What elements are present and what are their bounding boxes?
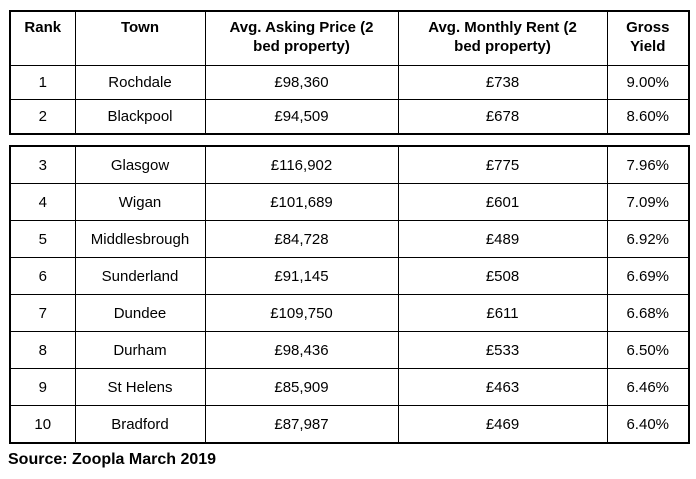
asking-price-cell: £85,909 [204, 368, 399, 406]
asking-price-cell: £94,509 [204, 99, 399, 135]
gross-yield-cell: 6.50% [606, 331, 690, 369]
table-row: 8 Durham £98,436 £533 6.50% [9, 331, 690, 369]
yield-table-header-section: Rank Town Avg. Asking Price (2 bed prope… [9, 10, 690, 135]
asking-price-cell: £116,902 [204, 145, 399, 184]
rank-cell: 9 [9, 368, 76, 406]
monthly-rent-cell: £463 [397, 368, 608, 406]
gross-yield-cell: 6.92% [606, 220, 690, 258]
town-cell: Blackpool [74, 99, 206, 135]
header-rank: Rank [9, 10, 76, 66]
gross-yield-cell: 8.60% [606, 99, 690, 135]
page: Rank Town Avg. Asking Price (2 bed prope… [8, 10, 690, 468]
gross-yield-cell: 9.00% [606, 65, 690, 100]
monthly-rent-cell: £678 [397, 99, 608, 135]
yield-table-lower-section: 3 Glasgow £116,902 £775 7.96% 4 Wigan £101,689 £… [9, 145, 690, 444]
gross-yield-cell: 7.09% [606, 183, 690, 221]
header-row: Rank Town Avg. Asking Price (2 bed prope… [9, 10, 690, 66]
header-asking-price: Avg. Asking Price (2 bed property) [204, 10, 399, 66]
town-cell: Wigan [74, 183, 206, 221]
monthly-rent-cell: £775 [397, 145, 608, 184]
gross-yield-cell: 6.68% [606, 294, 690, 332]
asking-price-cell: £98,360 [204, 65, 399, 100]
table-row: 9 St Helens £85,909 £463 6.46% [9, 368, 690, 406]
rank-cell: 2 [9, 99, 76, 135]
monthly-rent-cell: £508 [397, 257, 608, 295]
rank-cell: 10 [9, 405, 76, 444]
table-row: 3 Glasgow £116,902 £775 7.96% [9, 145, 690, 184]
town-cell: St Helens [74, 368, 206, 406]
table-row: 10 Bradford £87,987 £469 6.40% [9, 405, 690, 444]
table-row: 7 Dundee £109,750 £611 6.68% [9, 294, 690, 332]
header-monthly-rent: Avg. Monthly Rent (2 bed property) [397, 10, 608, 66]
table-row: 4 Wigan £101,689 £601 7.09% [9, 183, 690, 221]
table-row: 6 Sunderland £91,145 £508 6.69% [9, 257, 690, 295]
town-cell: Sunderland [74, 257, 206, 295]
rank-cell: 3 [9, 145, 76, 184]
header-gross-yield: Gross Yield [606, 10, 690, 66]
monthly-rent-cell: £601 [397, 183, 608, 221]
town-cell: Dundee [74, 294, 206, 332]
monthly-rent-cell: £533 [397, 331, 608, 369]
table-row: 2 Blackpool £94,509 £678 8.60% [9, 99, 690, 135]
asking-price-cell: £91,145 [204, 257, 399, 295]
gross-yield-cell: 6.69% [606, 257, 690, 295]
town-cell: Rochdale [74, 65, 206, 100]
table-row: 1 Rochdale £98,360 £738 9.00% [9, 65, 690, 100]
town-cell: Glasgow [74, 145, 206, 184]
rank-cell: 8 [9, 331, 76, 369]
rank-cell: 6 [9, 257, 76, 295]
table-row: 5 Middlesbrough £84,728 £489 6.92% [9, 220, 690, 258]
asking-price-cell: £101,689 [204, 183, 399, 221]
source-note: Source: Zoopla March 2019 [8, 451, 217, 468]
rank-cell: 7 [9, 294, 76, 332]
table-body-top: 1 Rochdale £98,360 £738 9.00% 2 Blackpool £94,5… [9, 65, 690, 135]
town-cell: Middlesbrough [74, 220, 206, 258]
monthly-rent-cell: £738 [397, 65, 608, 100]
rank-cell: 1 [9, 65, 76, 100]
rank-cell: 4 [9, 183, 76, 221]
rank-cell: 5 [9, 220, 76, 258]
header-town: Town [74, 10, 206, 66]
gross-yield-cell: 6.40% [606, 405, 690, 444]
gross-yield-cell: 7.96% [606, 145, 690, 184]
gross-yield-cell: 6.46% [606, 368, 690, 406]
monthly-rent-cell: £611 [397, 294, 608, 332]
table-body-bottom: 3 Glasgow £116,902 £775 7.96% 4 Wigan £101,689 £… [9, 145, 690, 444]
monthly-rent-cell: £469 [397, 405, 608, 444]
town-cell: Durham [74, 331, 206, 369]
asking-price-cell: £87,987 [204, 405, 399, 444]
asking-price-cell: £84,728 [204, 220, 399, 258]
asking-price-cell: £109,750 [204, 294, 399, 332]
town-cell: Bradford [74, 405, 206, 444]
monthly-rent-cell: £489 [397, 220, 608, 258]
asking-price-cell: £98,436 [204, 331, 399, 369]
